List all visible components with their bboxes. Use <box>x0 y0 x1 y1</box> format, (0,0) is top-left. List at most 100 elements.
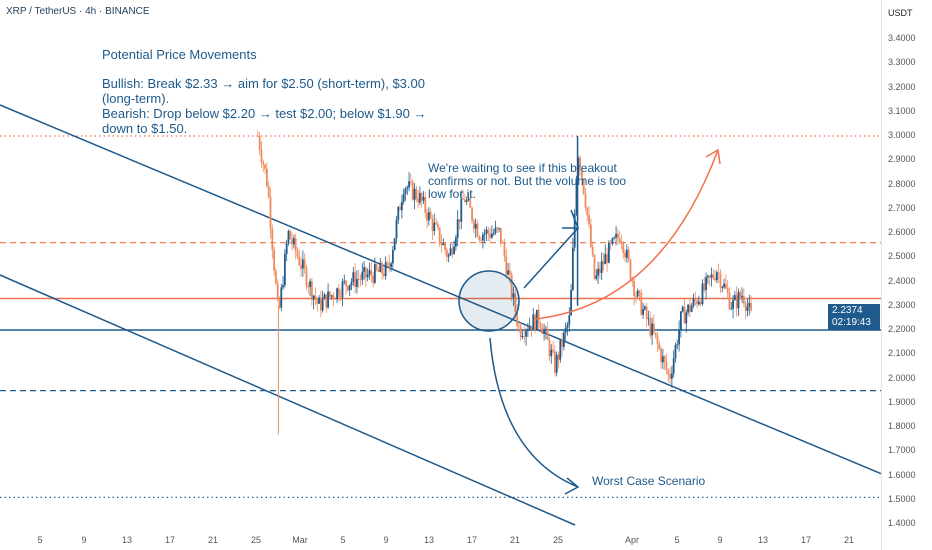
x-tick: 9 <box>717 535 723 545</box>
candle-body <box>451 248 454 254</box>
candle-body <box>539 323 542 328</box>
candle-body <box>507 270 509 275</box>
candle-body <box>282 285 284 288</box>
candle-body <box>483 233 486 235</box>
candle-body <box>388 263 391 267</box>
candle-body <box>564 327 567 333</box>
candle-body <box>717 272 720 274</box>
y-tick: 2.6000 <box>888 227 916 237</box>
candle-body <box>366 274 369 278</box>
candle-body <box>494 227 497 234</box>
candle-body <box>706 275 709 278</box>
candle-body <box>433 222 436 232</box>
candle-body <box>265 168 268 187</box>
candle-body <box>420 193 423 201</box>
candle-body <box>681 306 684 312</box>
candle-body <box>327 291 329 308</box>
candle-body <box>570 290 572 316</box>
candle-body <box>442 243 445 246</box>
candle-body <box>602 261 605 265</box>
candle-body <box>523 336 526 337</box>
candle-body <box>474 223 477 229</box>
candle-body <box>505 256 508 275</box>
candle-body <box>726 288 729 293</box>
x-tick: 25 <box>552 535 564 545</box>
candle-body <box>575 179 578 214</box>
candle-body <box>708 275 711 278</box>
x-tick: 9 <box>81 535 87 545</box>
candle-body <box>355 279 358 287</box>
candle-body <box>264 164 266 169</box>
candle-body <box>478 236 481 240</box>
candle-body <box>748 302 751 307</box>
candle-body <box>395 220 398 239</box>
candle-body <box>597 268 599 276</box>
candle-body <box>733 295 736 300</box>
candle-body <box>508 270 511 275</box>
candle-body <box>546 328 549 341</box>
candle-body <box>276 283 279 300</box>
channel-lower-line <box>0 274 576 526</box>
y-tick: 2.7000 <box>888 202 916 213</box>
candle-body <box>280 287 283 308</box>
candle-body <box>305 268 308 287</box>
candle-body <box>724 283 727 289</box>
candle-body <box>359 279 362 281</box>
candle-body <box>278 299 281 308</box>
candle-body <box>616 233 619 239</box>
candle-body <box>393 238 396 250</box>
candle-body <box>535 309 538 330</box>
candle-body <box>323 294 326 300</box>
candle-body <box>586 207 589 216</box>
candle-body <box>274 270 277 284</box>
worst-case-label: Worst Case Scenario <box>592 474 706 488</box>
candle-body <box>381 262 383 274</box>
y-tick: 1.7000 <box>888 445 916 456</box>
candle-body <box>291 239 293 245</box>
candle-body <box>661 356 664 363</box>
candle-body <box>750 302 752 311</box>
candle-body <box>683 306 686 324</box>
x-tick: 9 <box>383 535 389 545</box>
bearish-arrow-icon <box>489 337 580 495</box>
candle-body <box>413 188 416 200</box>
candle-body <box>600 261 603 274</box>
candle-body <box>643 306 646 310</box>
candle-body <box>256 136 259 137</box>
candle-body <box>631 279 634 282</box>
candle-body <box>598 268 601 274</box>
y-tick: 3.2000 <box>888 81 916 92</box>
y-tick: 1.4000 <box>888 518 916 528</box>
candle-body <box>429 212 432 219</box>
candle-body <box>732 299 734 309</box>
candle-body <box>730 308 733 310</box>
x-tick: 21 <box>207 535 219 545</box>
candle-body <box>593 254 596 279</box>
candle-body <box>438 227 441 244</box>
candle-body <box>519 326 522 338</box>
candle-body <box>462 198 464 200</box>
candle-body <box>373 264 376 283</box>
candle-body <box>382 273 385 276</box>
y-tick: 1.5000 <box>888 493 916 504</box>
candle-body <box>330 295 333 297</box>
annotation-notes: Bullish: Break $2.33 → aim for $2.50 (sh… <box>102 76 432 136</box>
candle-body <box>496 227 499 229</box>
candle-body <box>620 242 623 244</box>
candle-body <box>645 306 648 319</box>
candle-body <box>309 281 311 288</box>
candle-body <box>346 286 349 291</box>
candle-body <box>300 264 302 269</box>
candle-body <box>424 197 427 213</box>
candle-body <box>397 207 400 221</box>
candle-body <box>526 329 529 331</box>
candle-body <box>557 354 560 360</box>
candle-body <box>463 199 466 203</box>
candle-body <box>444 243 446 251</box>
candle-body <box>609 242 612 244</box>
candle-body <box>611 238 614 244</box>
candle-body <box>337 288 340 297</box>
price-axis[interactable] <box>881 0 932 550</box>
candle-body <box>357 279 360 280</box>
